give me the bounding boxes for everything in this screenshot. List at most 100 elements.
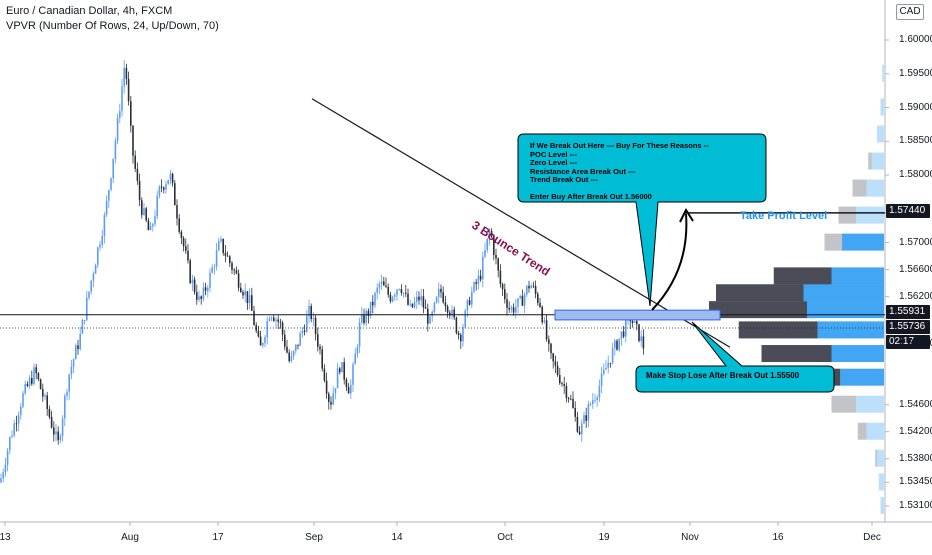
candle-body <box>563 383 565 386</box>
candle-body <box>334 388 337 394</box>
volume-up-bar <box>866 422 884 440</box>
candle-body <box>50 416 53 428</box>
candle-body <box>449 312 451 316</box>
candle-body <box>160 186 163 188</box>
candle-body <box>33 367 35 384</box>
candle-body <box>521 295 524 306</box>
candle-body <box>548 339 550 344</box>
candle-body <box>339 368 341 373</box>
stop-loss-callout[interactable]: Make Stop Lose After Break Out 1.55500 <box>646 371 800 380</box>
candle-body <box>262 343 264 346</box>
candle-body <box>407 293 409 305</box>
candle-body <box>512 307 515 313</box>
candle-body <box>581 423 583 435</box>
candle-body <box>453 309 455 318</box>
candle-body <box>440 288 442 293</box>
take-profit-price-tag: 1.57440 <box>886 204 930 218</box>
volume-down-bar <box>773 267 832 285</box>
price-tick-label: 1.53800 <box>899 452 932 464</box>
candle-body <box>13 423 15 436</box>
volume-down-bar <box>857 422 867 440</box>
candle-body <box>154 216 156 225</box>
price-tick-label: 1.59000 <box>899 101 932 113</box>
candle-body <box>24 384 26 394</box>
volume-down-bar <box>709 301 807 319</box>
candle-body <box>125 67 128 80</box>
candle-body <box>220 238 222 242</box>
candle-body <box>70 366 73 375</box>
candle-body <box>572 398 574 408</box>
currency-badge[interactable]: CAD <box>896 4 924 20</box>
candle-body <box>42 389 44 397</box>
candle-body <box>53 427 55 435</box>
candle-body <box>2 472 4 479</box>
candle-body <box>319 346 321 350</box>
candle-body <box>207 287 209 291</box>
candle-body <box>116 117 119 141</box>
candle-body <box>576 416 579 432</box>
candle-body <box>222 238 224 253</box>
time-tick-label: 13 <box>0 532 11 543</box>
candle-body <box>420 296 422 301</box>
buy-reasons-callout[interactable]: If We Break Out Here --- Buy For These R… <box>530 141 760 202</box>
candle-body <box>402 292 405 294</box>
volume-up-bar <box>856 395 884 413</box>
candle-body <box>290 356 293 361</box>
candle-body <box>482 256 484 280</box>
candle-body <box>90 280 92 292</box>
candle-body <box>270 317 273 319</box>
candle-body <box>405 292 407 294</box>
candle-body <box>367 310 370 317</box>
volume-up-bar <box>880 497 884 514</box>
candle-body <box>44 395 46 397</box>
candle-body <box>625 318 627 337</box>
time-tick-label: 19 <box>598 532 610 543</box>
candle-body <box>356 346 359 354</box>
candle-body <box>354 353 356 365</box>
buy-callout-line-7: Enter Buy After Break Out 1.56000 <box>530 191 652 201</box>
candle-body <box>325 380 328 394</box>
candle-body <box>446 306 449 313</box>
candle-body <box>218 241 220 251</box>
candle-body <box>99 244 101 248</box>
candle-body <box>28 378 31 387</box>
candle-body <box>376 287 378 293</box>
candle-body <box>264 336 266 344</box>
candle-body <box>537 293 539 303</box>
trend-line <box>311 98 731 348</box>
price-tick-label: 1.58000 <box>899 169 932 181</box>
candle-body <box>614 340 616 349</box>
candle-body <box>77 345 79 350</box>
candle-body <box>257 330 260 337</box>
candle-body <box>394 295 396 297</box>
candle-body <box>543 320 546 323</box>
candle-body <box>196 292 198 300</box>
candle-body <box>561 383 563 385</box>
volume-down-bar <box>716 284 804 302</box>
time-tick-label: Aug <box>121 532 139 543</box>
candle-body <box>594 399 596 401</box>
candle-body <box>598 385 601 398</box>
candle-body <box>493 236 495 255</box>
price-tick-label: 1.58500 <box>899 135 932 147</box>
candle-body <box>515 306 517 313</box>
candle-body <box>110 178 112 191</box>
symbol-title[interactable]: Euro / Canadian Dollar, 4h, FXCM <box>6 5 173 17</box>
candle-body <box>244 291 246 296</box>
indicator-legend[interactable]: VPVR (Number Of Rows, 24, Up/Down, 70) <box>6 20 219 32</box>
candle-body <box>240 287 242 293</box>
volume-up-bar <box>831 345 884 363</box>
volume-up-bar <box>866 179 884 197</box>
buy-callout-line-2: POC Level --- <box>530 149 578 159</box>
candle-body <box>275 319 277 322</box>
candle-body <box>622 331 625 337</box>
candle-body <box>486 238 488 251</box>
candle-body <box>438 288 440 297</box>
candle-body <box>369 301 372 317</box>
candle-body <box>88 291 90 298</box>
candle-body <box>451 309 453 316</box>
candle-body <box>233 269 235 271</box>
price-tick-label: 1.56200 <box>899 290 932 302</box>
